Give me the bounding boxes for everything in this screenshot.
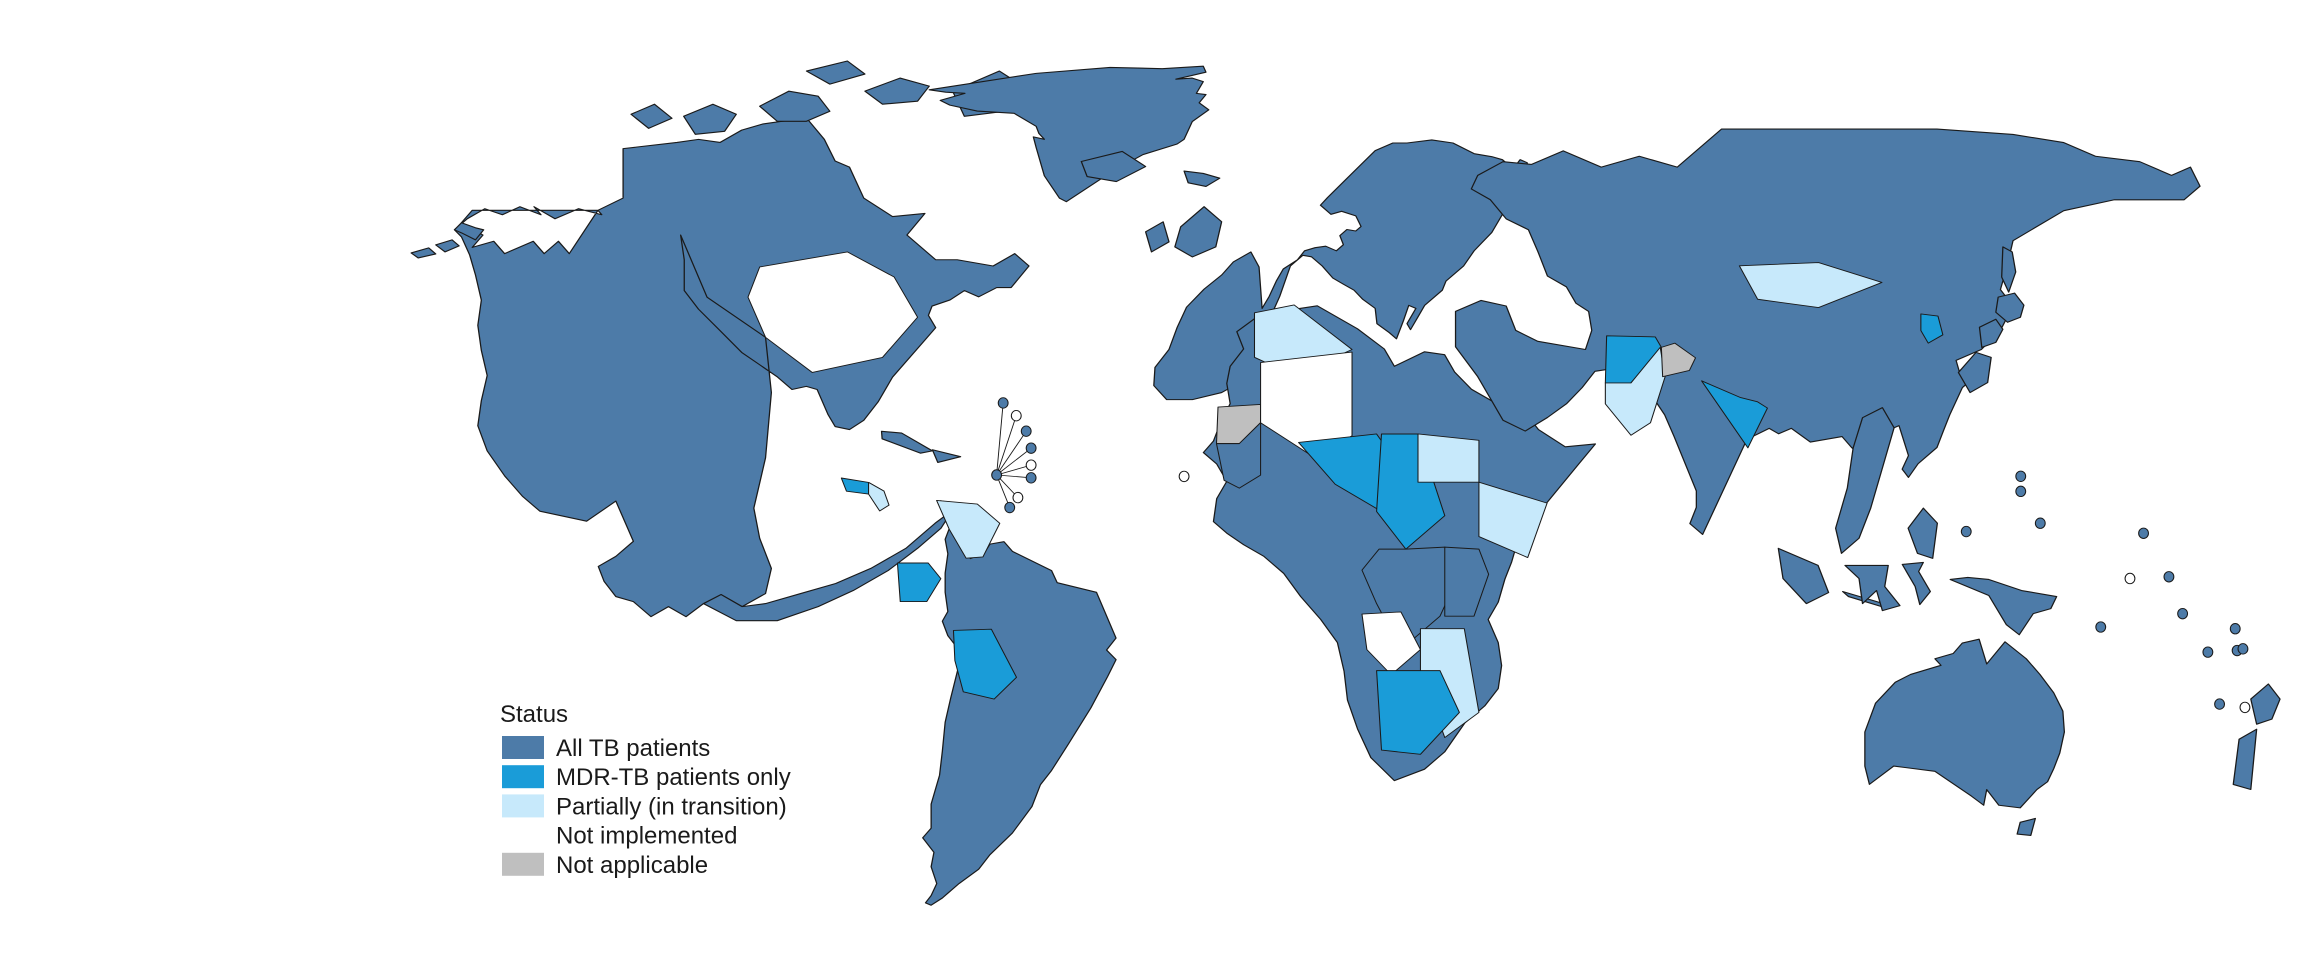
svg-text:Status: Status bbox=[500, 701, 568, 728]
svg-text:All TB patients: All TB patients bbox=[556, 735, 710, 762]
svg-text:Not implemented: Not implemented bbox=[556, 823, 737, 850]
svg-text:Partially (in transition): Partially (in transition) bbox=[556, 793, 787, 820]
svg-text:MDR-TB patients only: MDR-TB patients only bbox=[556, 764, 791, 791]
svg-text:Not applicable: Not applicable bbox=[556, 852, 708, 879]
